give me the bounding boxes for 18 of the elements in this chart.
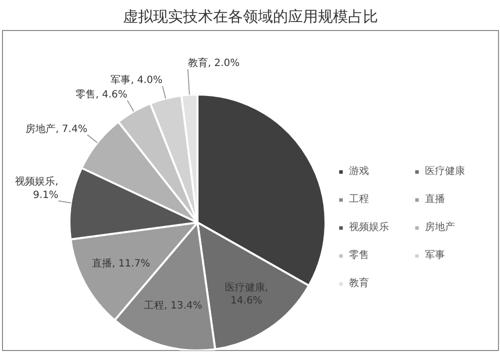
- legend-label: 医疗健康: [425, 164, 466, 178]
- data-label: 直播, 11.7%: [92, 258, 150, 270]
- legend-label: 工程: [349, 193, 370, 206]
- legend-label: 教育: [349, 276, 370, 290]
- legend-label: 军事: [425, 248, 446, 262]
- data-label: 房地产, 7.4%: [26, 122, 88, 135]
- legend-label: 游戏: [349, 164, 370, 178]
- legend-label: 直播: [425, 192, 446, 206]
- data-label: 医疗健康, 14.6%: [224, 281, 268, 307]
- legend-label: 视频娱乐: [349, 220, 390, 234]
- legend-label: 房地产: [425, 220, 456, 234]
- data-label: 视频娱乐, 9.1%: [15, 176, 58, 201]
- chart-title: 虚拟现实技术在各领域的应用规模占比: [123, 8, 378, 26]
- data-label: 工程, 13.4%: [144, 300, 202, 312]
- data-label: 教育, 2.0%: [188, 57, 240, 70]
- legend-label: 零售: [349, 249, 370, 262]
- data-label: 零售, 4.6%: [76, 88, 128, 100]
- data-label: 军事, 4.0%: [110, 74, 162, 86]
